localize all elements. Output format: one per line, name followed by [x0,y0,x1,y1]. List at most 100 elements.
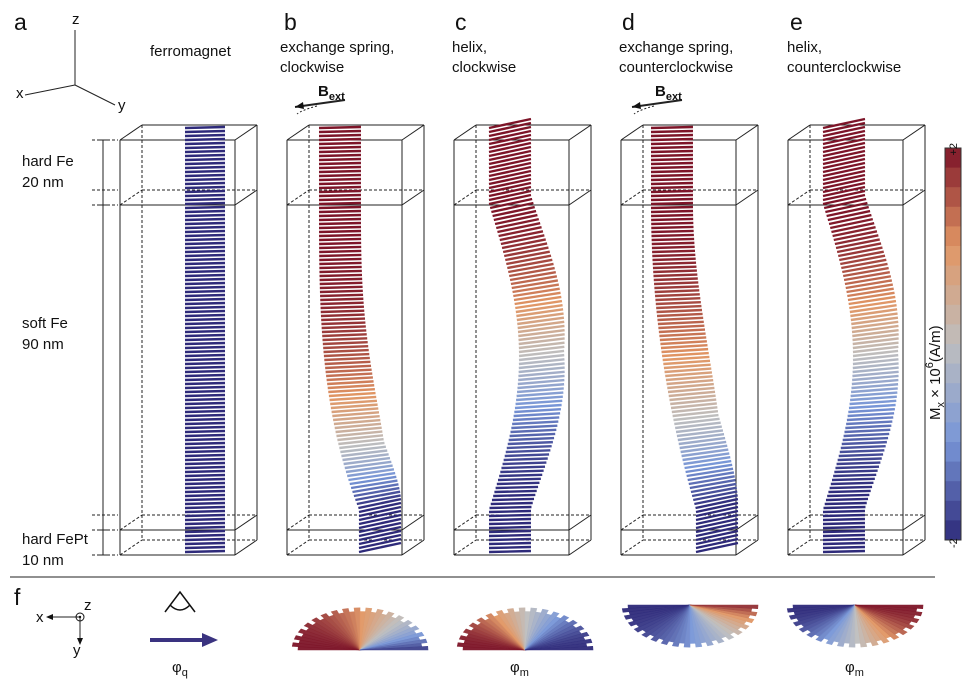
spin-arrow [653,275,697,276]
spin-arrow [185,319,225,320]
edge [736,190,758,205]
spin-arrow [185,511,225,512]
panel-title: counterclockwise [787,59,901,76]
spin-arrow [651,235,693,236]
spin-arrow [507,446,552,448]
spin-arrow [489,519,531,520]
spin-arrow [185,415,225,416]
arrow-head [46,614,53,620]
spin-arrow [185,303,225,304]
edge [621,125,643,140]
spin-arrow [832,479,875,480]
colorbar-segment [945,422,961,442]
spin-arrow [651,207,693,208]
spin-arrow [185,399,225,400]
spin-arrow [319,231,361,232]
spin-arrow [185,167,225,168]
spin-arrow [845,426,891,428]
spin-arrow [185,455,225,456]
spin-arrow [319,139,361,140]
panel-title: helix, [787,39,822,56]
edge [454,540,476,555]
spin-arrow [491,503,533,504]
spin-arrow [851,388,898,392]
panel-label: c [455,9,467,35]
spin-arrow [512,422,558,424]
axis-label: z [72,11,80,28]
spin-arrow [185,343,225,344]
panel-label: f [14,584,21,610]
spin-arrow [651,199,693,200]
spin-arrow [653,263,696,264]
spin-arrow [516,397,563,400]
edge [736,125,758,140]
spin-arrow [319,175,361,176]
spin-arrow [321,319,365,320]
arrow-head [202,633,218,647]
colorbar-segment [945,364,961,384]
spin-arrow [332,408,379,412]
spin-arrow [319,215,361,216]
spin-arrow [185,271,225,272]
spin-arrow [322,334,367,336]
edge [569,540,591,555]
colorbar-segment [945,462,961,482]
spin-arrow [651,219,693,220]
spin-arrow [847,417,893,420]
spin-arrow [841,446,886,448]
figure: a ferromagnet b exchange spring, clockwi… [0,0,973,680]
field-label: Bext [318,83,345,103]
spin-arrow [652,247,695,248]
spin-arrow [319,251,361,252]
spin-arrow [185,227,225,228]
spin-arrow [320,291,363,292]
spin-arrow [185,431,225,432]
spin-arrow [185,263,225,264]
spin-arrow [850,401,897,404]
spin-arrow [513,417,559,420]
layer-thickness: 90 nm [22,336,64,353]
layer-name: hard Fe [22,153,74,170]
spin-arrow [501,467,545,468]
edge [235,515,257,530]
spin-arrow [185,223,225,224]
spin-arrow [185,311,225,312]
spin-arrow [185,551,225,552]
edge [402,190,424,205]
colorbar-segment [945,520,961,540]
edge [621,540,643,555]
spin-arrow [651,163,693,164]
spin-arrow [504,248,548,256]
spin-arrow [651,159,693,160]
spin-arrow [837,463,881,464]
spin-arrow [662,349,709,352]
spin-arrow [319,151,361,152]
spin-arrow [185,231,225,232]
panel-title: counterclockwise [619,59,733,76]
z-dot [79,616,81,618]
panel-title: clockwise [280,59,344,76]
spin-arrow [498,479,541,480]
colorbar-min: -2 [948,538,960,548]
spin-arrow [651,131,693,132]
spin-arrow [185,163,225,164]
spin-arrow [833,475,876,476]
spin-arrow [844,430,890,432]
spin-arrow [652,243,695,244]
spin-arrow [659,334,705,336]
spin-arrow [823,531,865,532]
spin-arrow [827,495,869,496]
spin-arrow [652,255,695,256]
spin-arrow [496,487,538,488]
spin-arrow [844,272,890,280]
spin-arrow [651,215,693,216]
edge [120,540,142,555]
spin-arrow [660,341,706,344]
spin-arrow [320,299,363,300]
spin-arrow [489,527,531,528]
spin-arrow [185,359,225,360]
spin-arrow [185,447,225,448]
edge [903,125,925,140]
spin-arrow [651,151,693,152]
edge [402,125,424,140]
